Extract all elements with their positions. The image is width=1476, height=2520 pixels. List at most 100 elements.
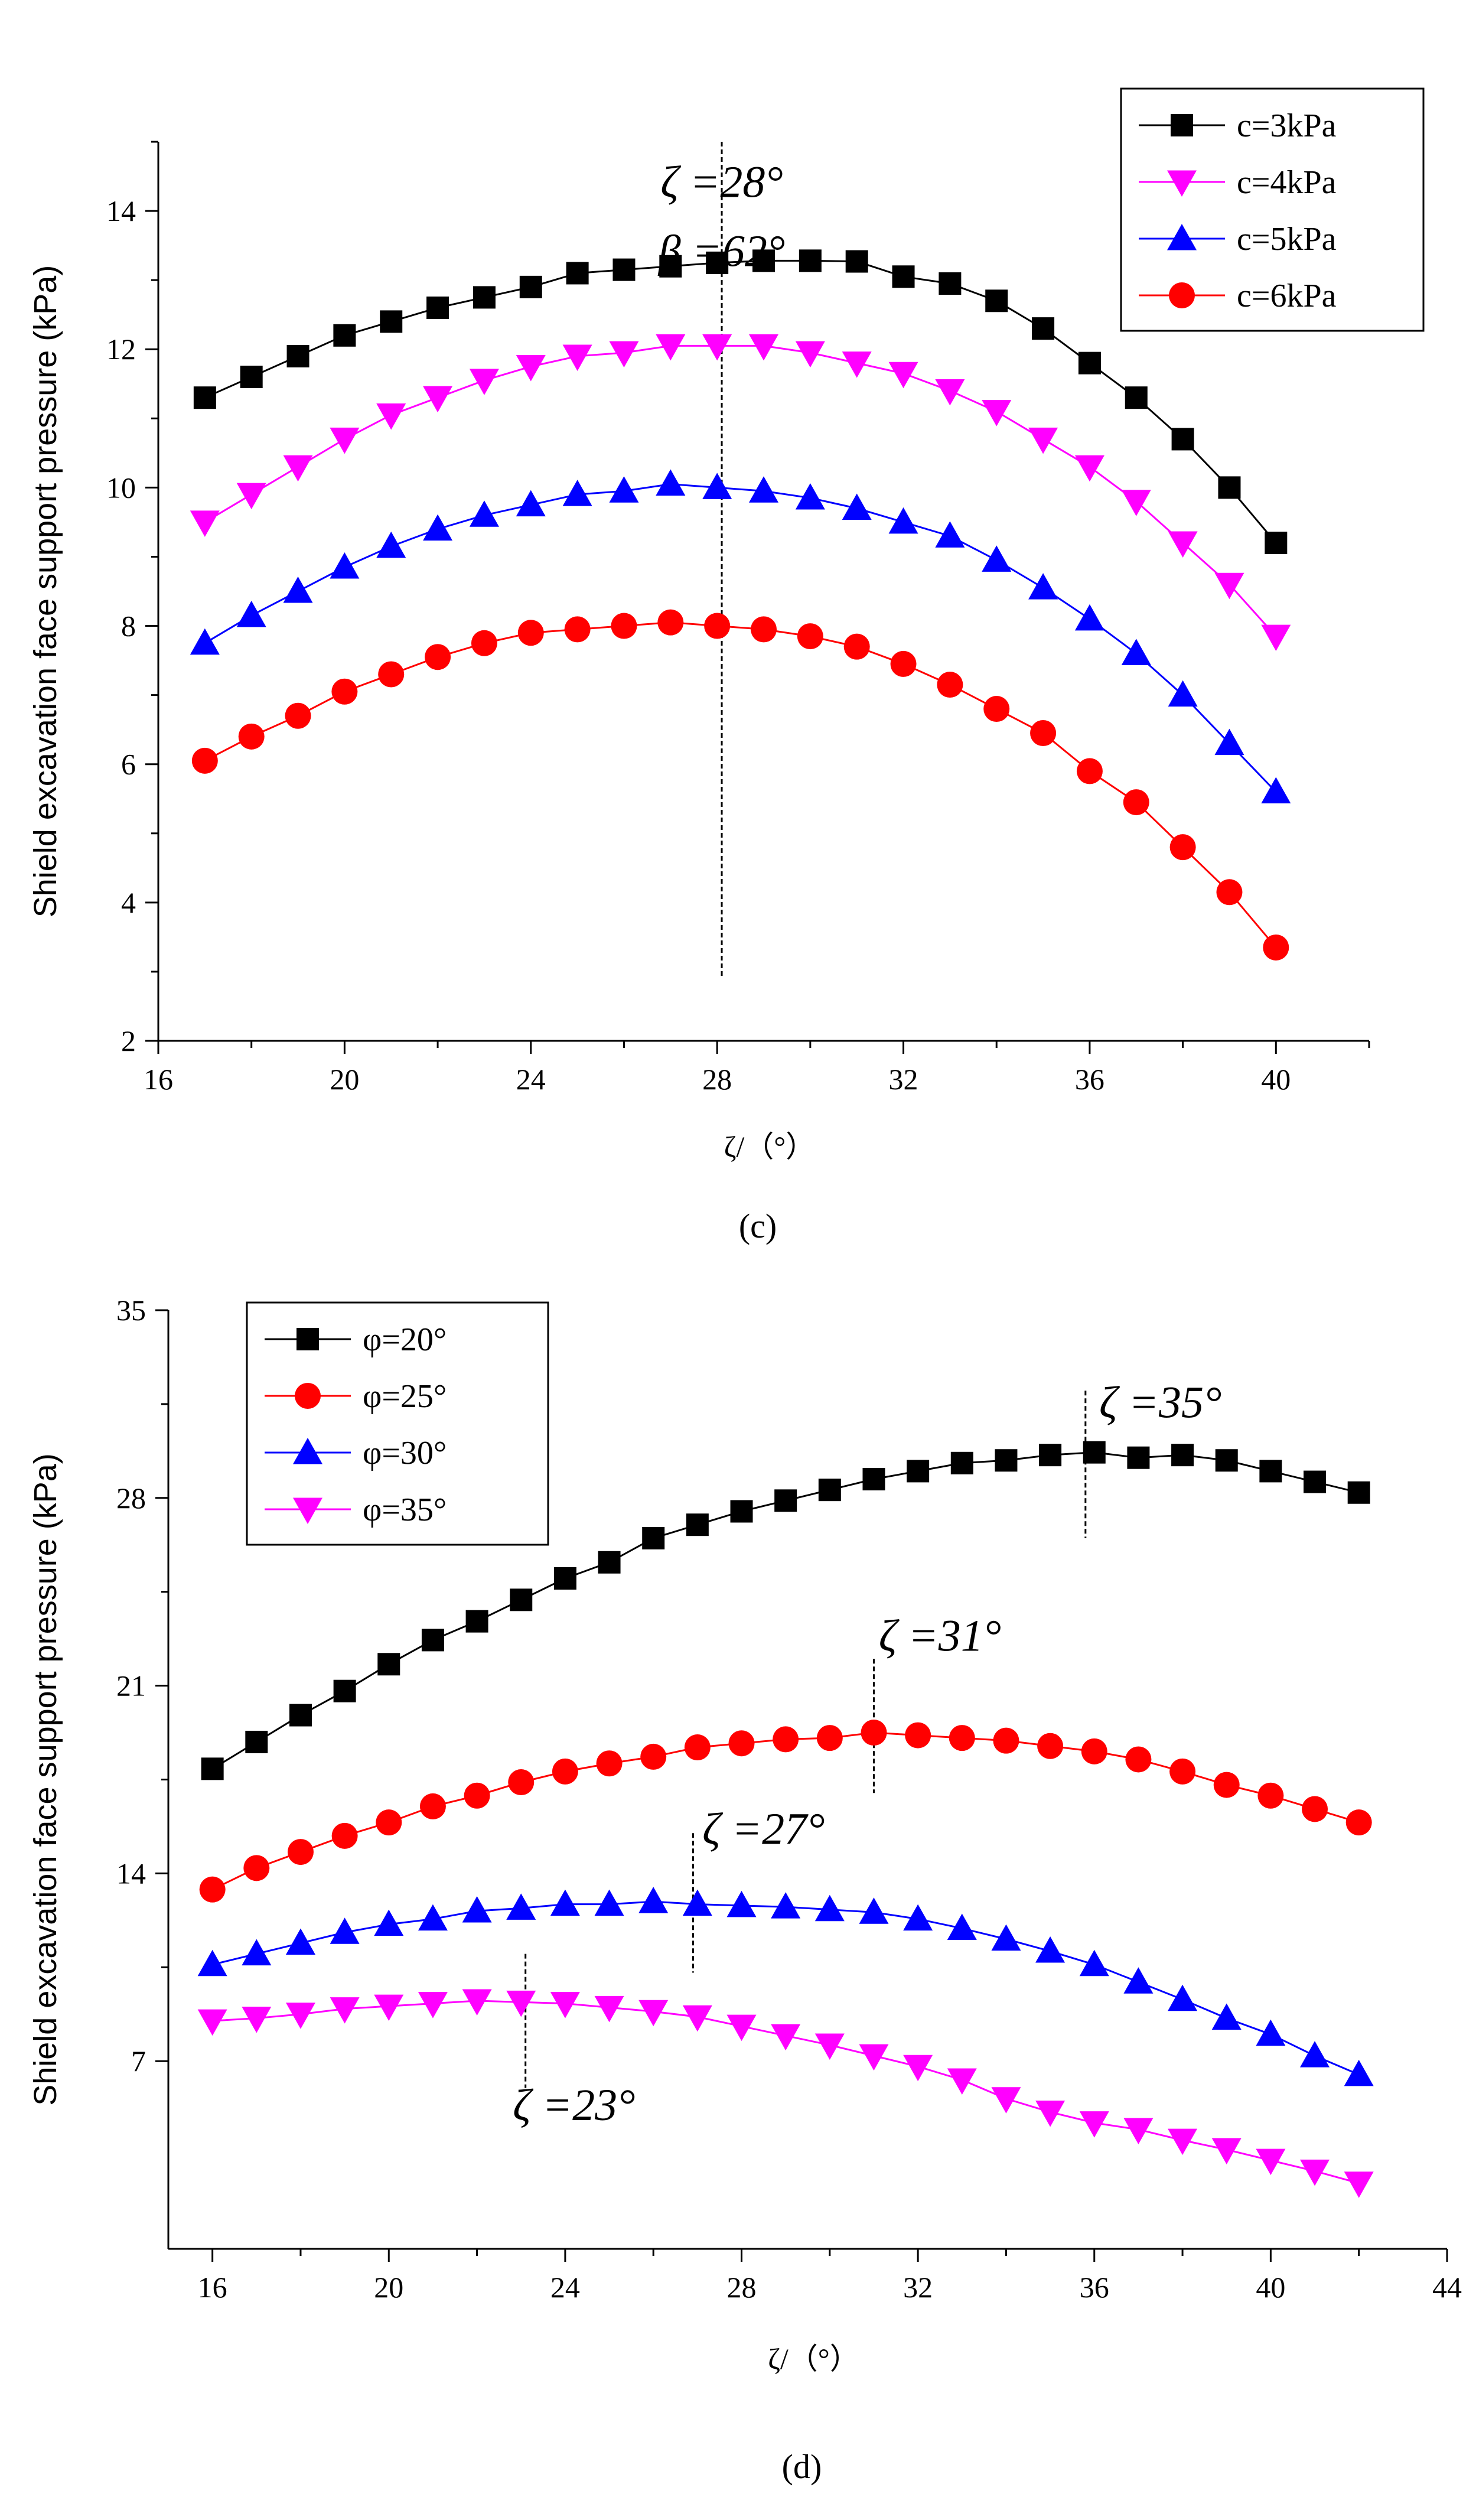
data-point [376, 531, 406, 558]
data-point [1261, 624, 1291, 652]
y-tick-label: 6 [121, 748, 136, 781]
data-point [376, 1809, 402, 1836]
data-point [1263, 934, 1289, 961]
x-tick-label: 20 [330, 1063, 359, 1096]
data-point [242, 2007, 272, 2033]
data-point [596, 1750, 623, 1777]
data-point [1074, 455, 1104, 482]
data-point [751, 616, 777, 643]
data-point [1214, 572, 1244, 600]
data-point [947, 2068, 977, 2095]
data-point [888, 507, 918, 534]
y-tick-label: 12 [106, 333, 136, 366]
data-point [612, 258, 636, 281]
data-point [982, 400, 1012, 426]
data-point [1078, 351, 1101, 375]
data-point [842, 493, 872, 520]
data-point [682, 2005, 712, 2032]
data-point [982, 545, 1012, 572]
x-axis-title: ζ/（°） [724, 1130, 816, 1163]
data-point [843, 633, 870, 660]
data-point [508, 1769, 535, 1796]
data-point [842, 351, 872, 378]
data-point [730, 1500, 753, 1523]
data-point [598, 1551, 621, 1574]
data-point [240, 366, 263, 389]
data-point [1169, 1758, 1196, 1785]
data-point [1127, 1446, 1150, 1469]
y-tick-label: 4 [121, 886, 136, 919]
annotation-label: ζ =27° [702, 1804, 825, 1854]
data-point [642, 1526, 665, 1549]
data-point [550, 1992, 580, 2018]
data-point [814, 2033, 845, 2060]
series-20 [201, 1441, 1370, 1780]
legend-marker [1169, 282, 1195, 308]
data-point [553, 1567, 576, 1590]
data-point [418, 1992, 448, 2018]
data-point [706, 251, 729, 274]
data-point [773, 1726, 799, 1753]
data-point [640, 1743, 667, 1770]
data-point [797, 623, 823, 650]
data-point [506, 1893, 536, 1920]
series-35 [197, 1989, 1374, 2198]
data-point [905, 1722, 931, 1749]
legend-label: φ=35° [363, 1492, 447, 1528]
x-tick-label: 40 [1261, 1063, 1291, 1096]
data-point [423, 514, 453, 541]
data-point [726, 1890, 757, 1917]
data-point [197, 2009, 227, 2036]
data-point [245, 1730, 268, 1753]
data-point [374, 1994, 404, 2021]
data-point [1218, 476, 1241, 499]
y-tick-label: 2 [121, 1024, 136, 1057]
legend-item-35: φ=35° [265, 1492, 447, 1528]
data-point [995, 1449, 1018, 1472]
legend-item-c-4kpa: c=4kPa [1139, 164, 1337, 201]
series-line [204, 483, 1277, 793]
data-point [519, 275, 542, 298]
data-point [611, 613, 637, 639]
data-point [465, 1610, 488, 1633]
legend-marker [1167, 170, 1197, 197]
chart-panel-d: 16 20 24 28 32 36 40 44 7 14 21 28 35 ζ/（°） Shield exc… [28, 1294, 1462, 2486]
x-tick-label: 36 [1075, 1063, 1104, 1096]
annotation-label: ζ =28° [660, 158, 783, 207]
data-point [609, 341, 639, 368]
data-point [816, 1725, 843, 1751]
y-tick-label: 8 [121, 610, 136, 643]
data-point [657, 609, 684, 636]
data-point [1028, 573, 1058, 600]
data-point [659, 255, 682, 278]
legend-item-25: φ=25° [265, 1378, 447, 1415]
annotation-label: β =62° [657, 227, 786, 276]
data-point [566, 262, 589, 285]
data-point [462, 1896, 492, 1923]
data-point [1171, 428, 1194, 451]
data-point [473, 286, 496, 309]
series-line [204, 344, 1277, 637]
data-point [506, 1990, 536, 2017]
panel-label: (d) [782, 2447, 822, 2486]
data-point [795, 341, 825, 368]
data-point [947, 1913, 977, 1940]
data-point [1123, 2118, 1154, 2144]
data-point [859, 1897, 889, 1924]
data-point [1125, 1746, 1152, 1773]
data-point [289, 1704, 312, 1727]
data-point [594, 1995, 624, 2023]
data-point [285, 2003, 315, 2029]
y-tick-label: 10 [106, 471, 136, 504]
data-point [1216, 879, 1243, 906]
data-point [1215, 1449, 1238, 1472]
data-point [1168, 1984, 1198, 2011]
data-point [516, 490, 546, 517]
y-axis-title: Shield excavation face support pressure … [28, 265, 63, 918]
data-point [935, 379, 965, 406]
series-30 [197, 1887, 1374, 2086]
data-point [1035, 2100, 1066, 2127]
data-point [1345, 1809, 1372, 1836]
legend-label: c=6kPa [1237, 278, 1337, 314]
y-tick-label: 35 [116, 1294, 146, 1327]
